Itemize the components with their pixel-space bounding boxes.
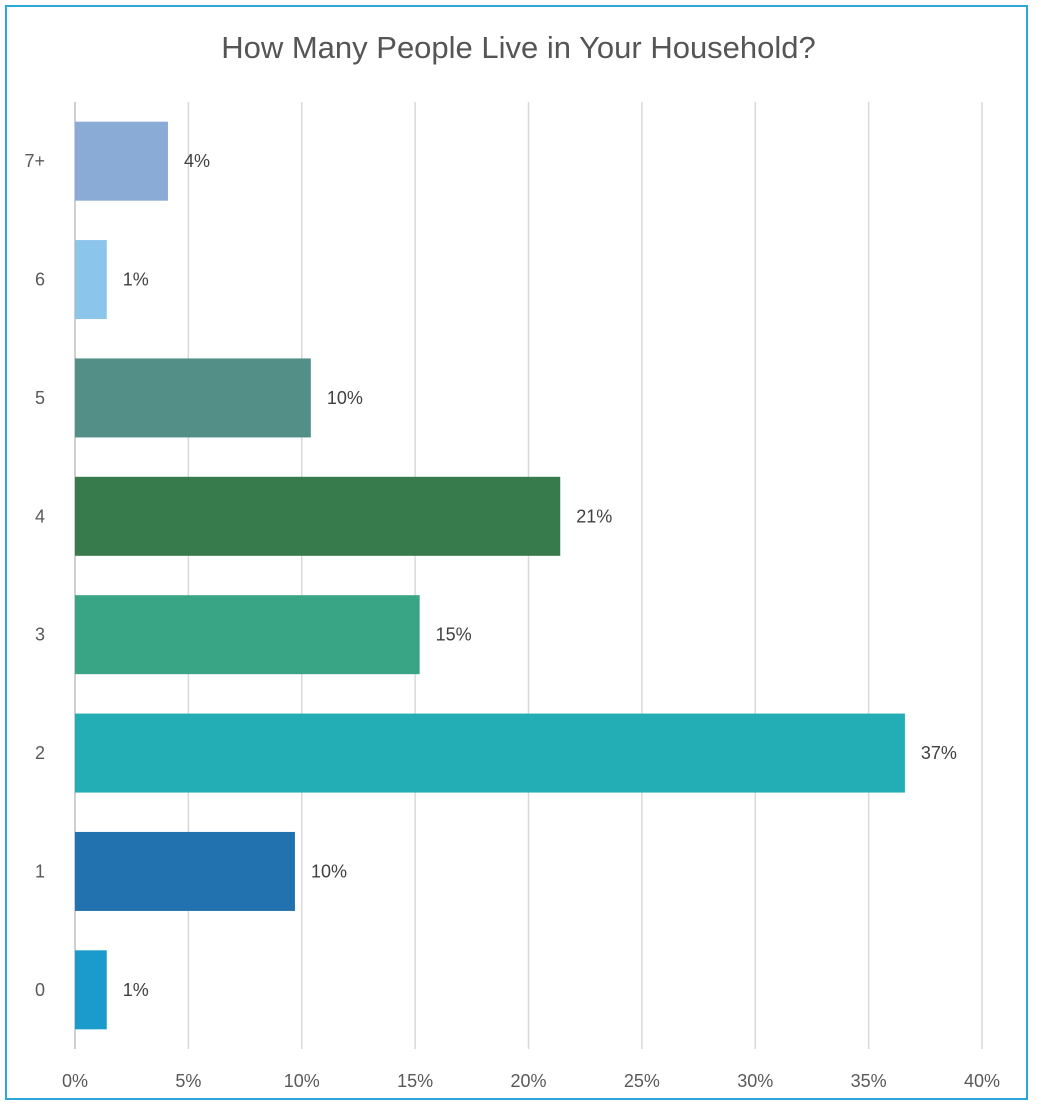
data-label: 15% [436, 625, 472, 645]
data-label: 21% [576, 506, 612, 526]
data-label: 1% [123, 980, 149, 1000]
y-tick-label: 5 [35, 388, 45, 408]
x-tick-label: 0% [62, 1071, 88, 1091]
y-tick-label: 7+ [24, 151, 45, 171]
y-tick-label: 3 [35, 625, 45, 645]
y-tick-label: 4 [35, 506, 45, 526]
bar-7+ [75, 121, 168, 201]
bar-3 [75, 595, 420, 675]
data-label: 37% [921, 743, 957, 763]
bar-1 [75, 831, 295, 911]
bar-2 [75, 713, 905, 793]
bar-0 [75, 950, 107, 1030]
x-tick-label: 15% [397, 1071, 433, 1091]
data-label: 1% [123, 270, 149, 290]
chart-title: How Many People Live in Your Household? [221, 30, 816, 65]
data-label: 10% [327, 388, 363, 408]
bar-6 [75, 240, 107, 320]
y-tick-label: 0 [35, 980, 45, 1000]
x-tick-label: 40% [964, 1071, 1000, 1091]
y-tick-label: 2 [35, 743, 45, 763]
x-tick-label: 5% [175, 1071, 201, 1091]
x-tick-label: 35% [851, 1071, 887, 1091]
bar-4 [75, 476, 561, 556]
y-tick-label: 1 [35, 861, 45, 881]
x-tick-label: 30% [737, 1071, 773, 1091]
data-label: 10% [311, 861, 347, 881]
x-tick-label: 20% [510, 1071, 546, 1091]
data-label: 4% [184, 151, 210, 171]
x-tick-label: 10% [284, 1071, 320, 1091]
x-tick-label: 25% [624, 1071, 660, 1091]
bar-5 [75, 358, 311, 438]
y-tick-label: 6 [35, 270, 45, 290]
